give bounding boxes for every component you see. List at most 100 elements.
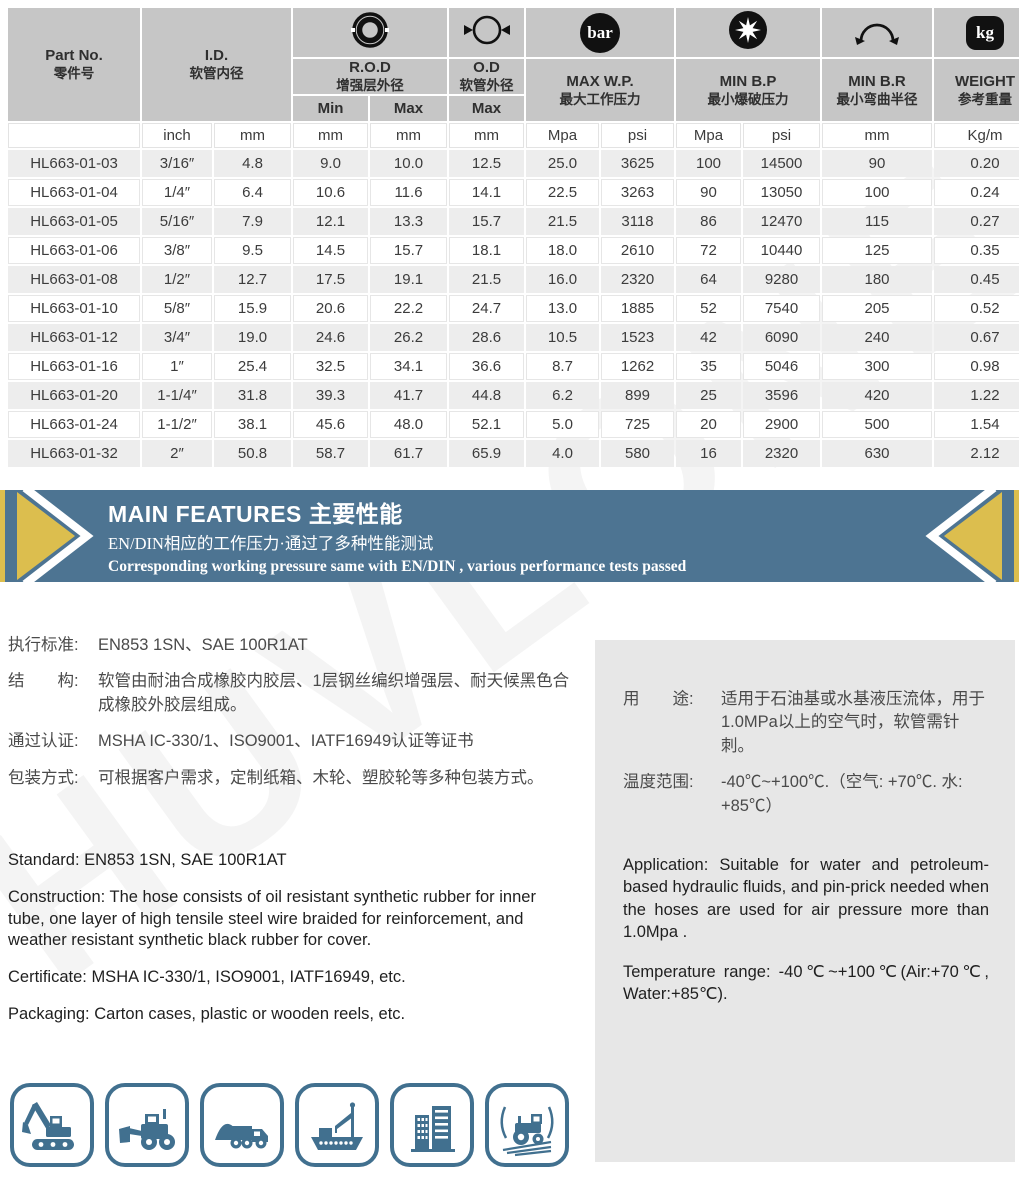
en-specs-left: Standard: EN853 1SN, SAE 100R1AT Constru… <box>8 850 574 1041</box>
bar-pressure-icon-cell: bar <box>526 8 674 57</box>
value-cell: 4.8 <box>214 150 291 177</box>
value-cell: 500 <box>822 411 932 438</box>
spec-text: 可根据客户需求，定制纸箱、木轮、塑胶轮等多种包装方式。 <box>98 768 544 787</box>
spec-packaging-en: Packaging: Carton cases, plastic or wood… <box>8 1004 406 1023</box>
table-row: HL663-01-03 3/16″ 4.8 9.0 10.0 12.5 25.0 3625 10… <box>8 150 1019 177</box>
od-label-en: O.D <box>473 59 500 76</box>
unit-cell: mm <box>370 123 447 148</box>
value-cell: 0.24 <box>934 179 1019 206</box>
value-cell: 36.6 <box>449 353 524 380</box>
value-cell: 50.8 <box>214 440 291 467</box>
value-cell: 20 <box>676 411 741 438</box>
outer-diameter-icon-cell <box>449 8 524 57</box>
cn-specs-right: 用 途: 适用于石油基或水基液压流体，用于1.0MPa以上的空气时，软管需针刺。… <box>623 688 991 831</box>
spec-text: EN853 1SN、SAE 100R1AT <box>98 636 308 654</box>
unit-cell: mm <box>449 123 524 148</box>
value-cell: 39.3 <box>293 382 368 409</box>
spec-item-certificate-cn: 通过认证: MSHA IC-330/1、ISO9001、IATF16949认证等… <box>8 730 570 753</box>
value-cell: 4.0 <box>526 440 599 467</box>
banner-title: MAIN FEATURES 主要性能 <box>108 498 686 530</box>
value-cell: 2320 <box>601 266 674 293</box>
value-cell: 9.5 <box>214 237 291 264</box>
header-weight: WEIGHT 参考重量 <box>934 59 1019 121</box>
value-cell: 1.54 <box>934 411 1019 438</box>
value-cell: 35 <box>676 353 741 380</box>
value-cell: 18.1 <box>449 237 524 264</box>
value-cell: 13.3 <box>370 208 447 235</box>
value-cell: 1/2″ <box>142 266 212 293</box>
spec-label: 包装方式: <box>8 768 79 787</box>
value-cell: 10.0 <box>370 150 447 177</box>
od-max-label: Max <box>449 96 524 121</box>
table-header: Part No. 零件号 I.D. 软管内径 <box>8 8 1019 121</box>
spec-label: 用 途: <box>623 690 694 708</box>
en-specs-right: Application: Suitable for water and petr… <box>623 854 989 1023</box>
value-cell: 12470 <box>743 208 820 235</box>
min-bp-label-cn: 最小爆破压力 <box>707 91 789 107</box>
value-cell: 19.0 <box>214 324 291 351</box>
main-features-banner: MAIN FEATURES 主要性能 EN/DIN相应的工作压力·通过了多种性能… <box>0 490 1019 582</box>
value-cell: 21.5 <box>449 266 524 293</box>
value-cell: 9.0 <box>293 150 368 177</box>
unit-row: inch mm mm mm mm Mpa psi Mpa psi mm Kg/m <box>8 123 1019 148</box>
value-cell: 58.7 <box>293 440 368 467</box>
table-row: HL663-01-24 1-1/2″ 38.1 45.6 48.0 52.1 5.0 725 2… <box>8 411 1019 438</box>
value-cell: 0.27 <box>934 208 1019 235</box>
spec-item-standard-cn: 执行标准: EN853 1SN、SAE 100R1AT <box>8 634 570 657</box>
value-cell: 61.7 <box>370 440 447 467</box>
value-cell: 15.7 <box>370 237 447 264</box>
dump-truck-icon <box>215 1123 268 1149</box>
value-cell: 41.7 <box>370 382 447 409</box>
value-cell: 100 <box>676 150 741 177</box>
bend-radius-icon-cell <box>822 8 932 57</box>
bar-pressure-icon: bar <box>580 12 620 53</box>
value-cell: 3596 <box>743 382 820 409</box>
banner-title-en: MAIN FEATURES <box>108 501 302 527</box>
part-no-cell: HL663-01-05 <box>8 208 140 235</box>
value-cell: 580 <box>601 440 674 467</box>
value-cell: 7540 <box>743 295 820 322</box>
value-cell: 1″ <box>142 353 212 380</box>
value-cell: 90 <box>822 150 932 177</box>
spec-label: 执行标准: <box>8 636 79 654</box>
industry-icons-row <box>10 1083 569 1167</box>
banner-text: MAIN FEATURES 主要性能 EN/DIN相应的工作压力·通过了多种性能… <box>108 498 686 577</box>
value-cell: 420 <box>822 382 932 409</box>
value-cell: 3625 <box>601 150 674 177</box>
rod-max-label: Max <box>370 96 447 121</box>
spec-text: -40℃~+100℃.（空气: +70℃. 水: +85℃） <box>721 773 963 815</box>
value-cell: 6.2 <box>526 382 599 409</box>
value-cell: 0.67 <box>934 324 1019 351</box>
value-cell: 7.9 <box>214 208 291 235</box>
unit-cell: mm <box>214 123 291 148</box>
industry-icon-building <box>390 1083 474 1167</box>
reinforcement-ring-icon-cell <box>293 8 447 57</box>
value-cell: 3/8″ <box>142 237 212 264</box>
value-cell: 16 <box>676 440 741 467</box>
agriculture-icon <box>500 1106 554 1157</box>
table-row: HL663-01-12 3/4″ 19.0 24.6 26.2 28.6 10.5 1523 4… <box>8 324 1019 351</box>
spec-label: 温度范围: <box>623 773 694 792</box>
value-cell: 19.1 <box>370 266 447 293</box>
max-wp-label-cn: 最大工作压力 <box>559 91 641 107</box>
value-cell: 1/4″ <box>142 179 212 206</box>
table-row: HL663-01-05 5/16″ 7.9 12.1 13.3 15.7 21.5 3118 8… <box>8 208 1019 235</box>
chevron-right-icon <box>17 490 94 582</box>
value-cell: 10440 <box>743 237 820 264</box>
unit-cell <box>8 123 140 148</box>
spec-table-wrap: Part No. 零件号 I.D. 软管内径 <box>6 6 1019 469</box>
value-cell: 20.6 <box>293 295 368 322</box>
value-cell: 12.1 <box>293 208 368 235</box>
unit-cell: mm <box>822 123 932 148</box>
value-cell: 205 <box>822 295 932 322</box>
spec-text: MSHA IC-330/1、ISO9001、IATF16949认证等证书 <box>98 732 474 751</box>
value-cell: 14.5 <box>293 237 368 264</box>
table-row: HL663-01-32 2″ 50.8 58.7 61.7 65.9 4.0 580 16 232… <box>8 440 1019 467</box>
banner-yellow-bar-right <box>1014 490 1019 582</box>
excavator-icon <box>22 1102 74 1150</box>
header-label-row: R.O.D 增强层外径 O.D 软管外径 MAX W.P. 最大工作压力 MIN… <box>8 59 1019 121</box>
table-row: HL663-01-10 5/8″ 15.9 20.6 22.2 24.7 13.0 1885 5… <box>8 295 1019 322</box>
value-cell: 0.45 <box>934 266 1019 293</box>
value-cell: 0.35 <box>934 237 1019 264</box>
spec-standard-en: Standard: EN853 1SN, SAE 100R1AT <box>8 851 287 869</box>
